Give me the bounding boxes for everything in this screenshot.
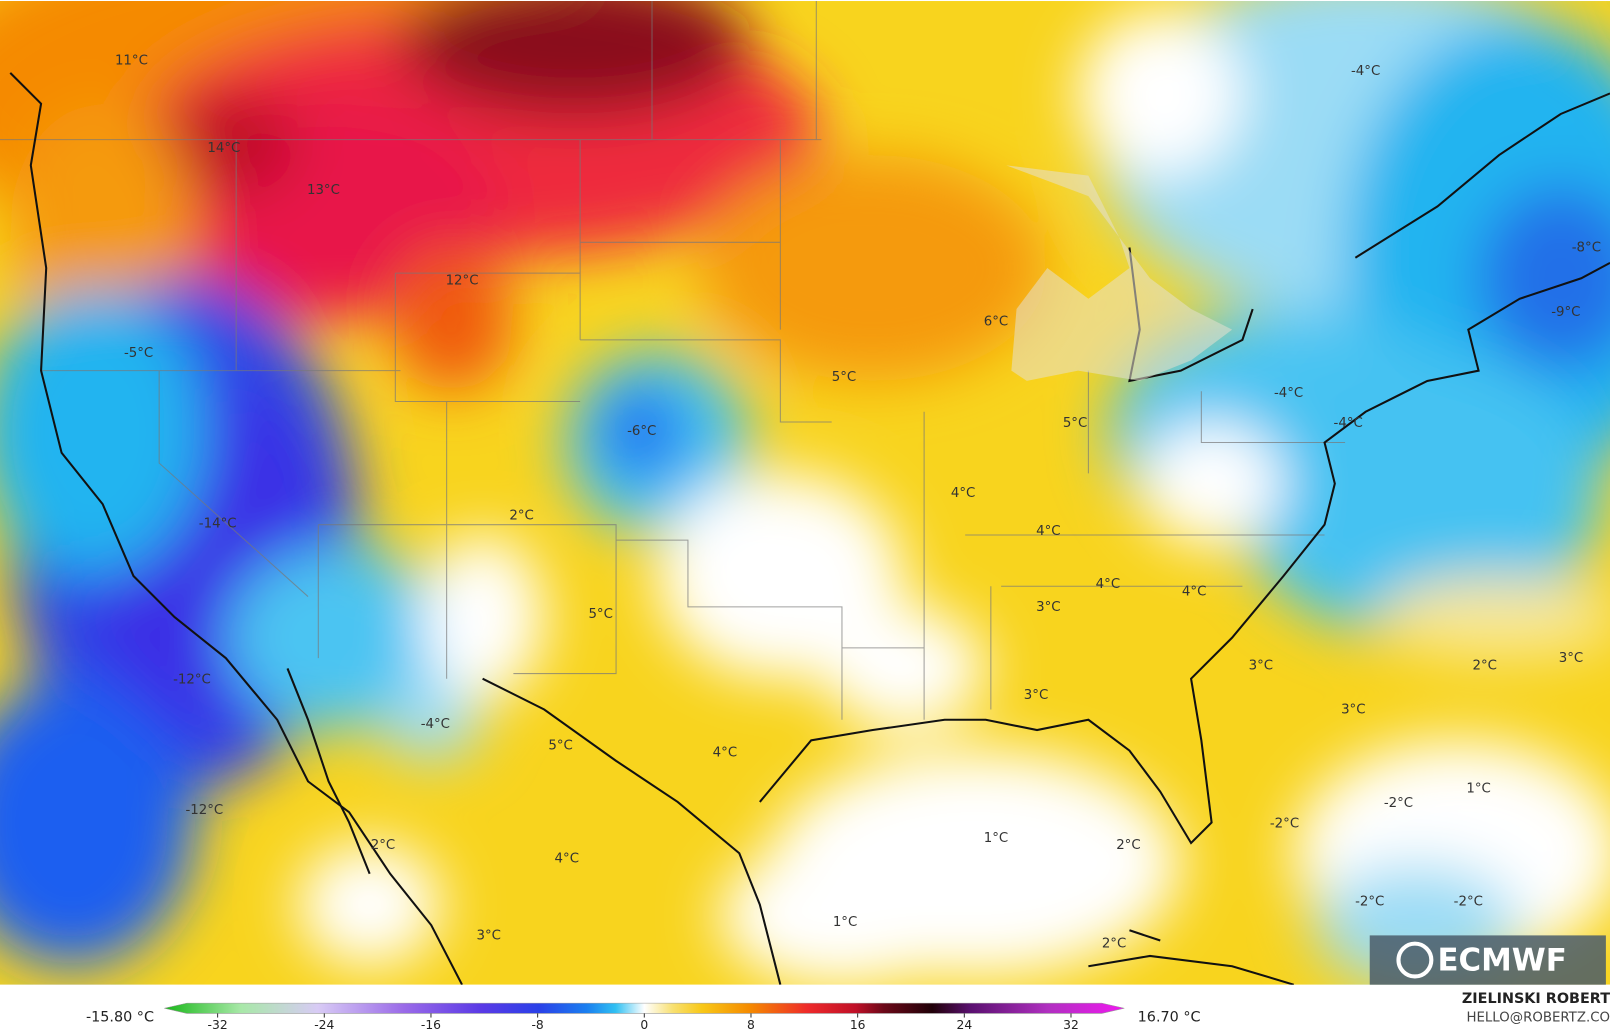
colorbar-tick-label: -8: [531, 1018, 543, 1032]
temperature-region: [379, 678, 483, 761]
temperature-label: 1°C: [1466, 782, 1490, 797]
temperature-label: -4°C: [421, 717, 450, 732]
temperature-label: 4°C: [1036, 524, 1060, 539]
temperature-field: 11°C -4°C 14°C 13°C -8°C 12°C 6°C -9°C -5°C 5°C -4…: [0, 1, 1610, 985]
temperature-region: [821, 606, 986, 731]
temperature-label: 2°C: [1116, 838, 1140, 853]
colorbar-tick-label: -24: [314, 1018, 334, 1032]
temperature-region: [1139, 422, 1284, 546]
temperature-label: 1°C: [984, 831, 1008, 846]
colorbar-tick-label: -16: [421, 1018, 441, 1032]
temperature-label: -5°C: [124, 346, 153, 361]
temperature-label: -2°C: [1270, 816, 1299, 831]
contact: HELLO@ROBERTZ.CO: [1466, 1011, 1610, 1026]
temperature-region: [718, 843, 966, 985]
colorbar-ramp: [164, 1002, 1125, 1014]
temperature-region: [1478, 185, 1610, 371]
temperature-label: 4°C: [555, 851, 579, 866]
temperature-region: [0, 288, 206, 576]
temperature-region: [1375, 576, 1610, 659]
temperature-label: -8°C: [1572, 240, 1601, 255]
temperature-label: -14°C: [199, 517, 237, 532]
logo-text: ECMWF: [1438, 942, 1567, 978]
temperature-label: 5°C: [548, 738, 572, 753]
colorbar-tick-label: 24: [956, 1018, 972, 1032]
temperature-label: 5°C: [588, 607, 612, 622]
temperature-label: 12°C: [446, 273, 479, 288]
temperature-label: 4°C: [1096, 577, 1120, 592]
temperature-label: 13°C: [307, 183, 340, 198]
temperature-label: -6°C: [627, 424, 656, 439]
temperature-label: 3°C: [1341, 703, 1365, 718]
temperature-label: -9°C: [1551, 305, 1580, 320]
coastline: [9, 72, 1610, 985]
temperature-region: [0, 678, 196, 967]
temperature-label: 11°C: [115, 54, 148, 69]
temperature-region: [1078, 11, 1243, 176]
logo: ECMWF: [1369, 935, 1606, 985]
temperature-label: 1°C: [833, 915, 857, 930]
colorbar-tick-label: 16: [850, 1018, 866, 1032]
author: ZIELINSKI ROBERT: [1462, 991, 1610, 1007]
temperature-label: 5°C: [832, 370, 856, 385]
temperature-label: -2°C: [1454, 895, 1483, 910]
temperature-region: [400, 1, 750, 114]
colorbar-tick-label: 0: [640, 1018, 648, 1032]
colorbar-tick-label: 8: [747, 1018, 755, 1032]
temperature-label: 2°C: [509, 508, 533, 523]
temperature-label: -4°C: [1351, 64, 1380, 79]
temperature-label: 14°C: [207, 141, 240, 156]
temperature-region: [297, 842, 442, 967]
state-borders: [0, 1, 1346, 720]
temperature-region: [698, 155, 1048, 381]
temperature-label: 4°C: [713, 746, 737, 761]
temperature-label: 3°C: [1024, 688, 1048, 703]
great-lakes: [1006, 165, 1233, 381]
temperature-label: -2°C: [1355, 895, 1384, 910]
temperature-label: 2°C: [1473, 658, 1497, 673]
temperature-region: [420, 534, 545, 700]
temperature-label: 3°C: [1036, 600, 1060, 615]
temperature-label: 2°C: [371, 838, 395, 853]
temperature-label: -2°C: [1384, 796, 1413, 811]
temperature-label: 4°C: [951, 486, 975, 501]
temperature-label: 3°C: [1249, 658, 1273, 673]
temperature-label: -4°C: [1274, 386, 1303, 401]
temperature-region: [154, 93, 298, 197]
min-label: -15.80 °C: [86, 1010, 154, 1026]
temperature-region: [390, 247, 514, 392]
temperature-label: 2°C: [1102, 937, 1126, 952]
temperature-label: 4°C: [1182, 584, 1206, 599]
temperature-region: [600, 386, 683, 479]
temperature-region: [1232, 350, 1602, 638]
temperature-region: [225, 545, 452, 731]
temperature-label: 6°C: [984, 314, 1008, 329]
colorbar: -15.80 °C 16.70 °C -32 -24 -16 -8 0 8 16 24 32: [86, 1002, 1201, 1032]
temperature-label: 3°C: [1559, 651, 1583, 666]
max-label: 16.70 °C: [1138, 1010, 1201, 1026]
temperature-label: 5°C: [1063, 416, 1087, 431]
colorbar-tick-label: 32: [1063, 1018, 1079, 1032]
temperature-label: 3°C: [477, 928, 501, 943]
temperature-label: -12°C: [185, 803, 223, 818]
temperature-label: -4°C: [1334, 416, 1363, 431]
temperature-label: -12°C: [173, 673, 211, 688]
colorbar-tick-label: -32: [208, 1018, 228, 1032]
